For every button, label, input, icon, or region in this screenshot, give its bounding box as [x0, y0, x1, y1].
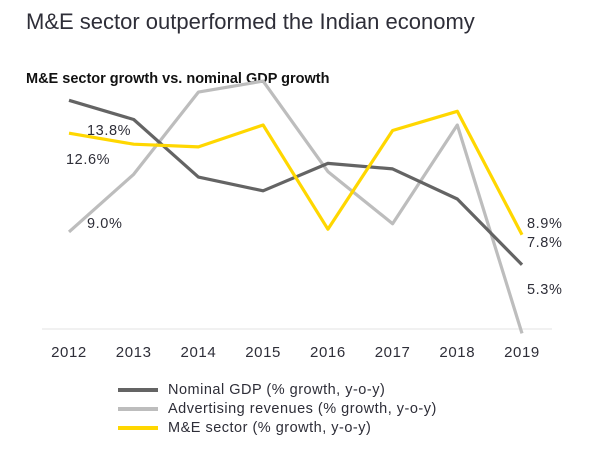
legend-label-gdp: Nominal GDP (% growth, y-o-y) — [168, 381, 386, 398]
data-label-m-e-sector-growth-y-o-y-2019: 8.9% — [527, 216, 562, 232]
legend: Nominal GDP (% growth, y-o-y) Advertisin… — [118, 380, 437, 437]
legend-item-gdp: Nominal GDP (% growth, y-o-y) — [118, 380, 437, 399]
data-label-m-e-sector-growth-y-o-y-2012: 12.6% — [66, 152, 110, 168]
chart-title: M&E sector outperformed the Indian econo… — [26, 9, 475, 34]
x-tick-label-2012: 2012 — [51, 344, 87, 361]
series-line-advertising-revenues-growth-y-o-y — [67, 79, 524, 334]
legend-item-me-sector: M&E sector (% growth, y-o-y) — [118, 418, 437, 437]
data-label-nominal-gdp-growth-y-o-y-2019: 7.8% — [527, 235, 562, 251]
x-tick-label-2019: 2019 — [504, 344, 540, 361]
x-tick-label-2016: 2016 — [310, 344, 346, 361]
series-layer — [67, 79, 524, 334]
x-tick-label-2014: 2014 — [181, 344, 217, 361]
series-line-m-e-sector-growth-y-o-y — [68, 109, 524, 236]
legend-label-me-sector: M&E sector (% growth, y-o-y) — [168, 419, 372, 436]
data-label-layer: 13.8% 7.8% 9.0% 5.3% 12.6% 8.9% — [66, 123, 562, 298]
legend-swatch-me-sector — [118, 425, 158, 430]
x-tick-layer: 2012 2013 2014 2015 2016 2017 2018 2019 — [51, 344, 540, 361]
line-chart: 13.8%7.8%9.0%5.3%12.6%8.9% 2012 2013 2014 2… — [42, 79, 562, 361]
legend-label-advertising: Advertising revenues (% growth, y-o-y) — [168, 400, 437, 417]
x-tick-label-2017: 2017 — [375, 344, 411, 361]
x-tick-label-2018: 2018 — [439, 344, 475, 361]
data-label-nominal-gdp-growth-y-o-y-2012: 13.8% — [87, 123, 131, 139]
legend-swatch-advertising — [118, 406, 158, 411]
legend-item-advertising: Advertising revenues (% growth, y-o-y) — [118, 399, 437, 418]
legend-swatch-gdp — [118, 387, 158, 392]
data-label-advertising-revenues-growth-y-o-y-2019: 5.3% — [527, 282, 562, 298]
x-tick-label-2015: 2015 — [245, 344, 281, 361]
data-label-advertising-revenues-growth-y-o-y-2012: 9.0% — [87, 216, 122, 232]
x-tick-label-2013: 2013 — [116, 344, 152, 361]
